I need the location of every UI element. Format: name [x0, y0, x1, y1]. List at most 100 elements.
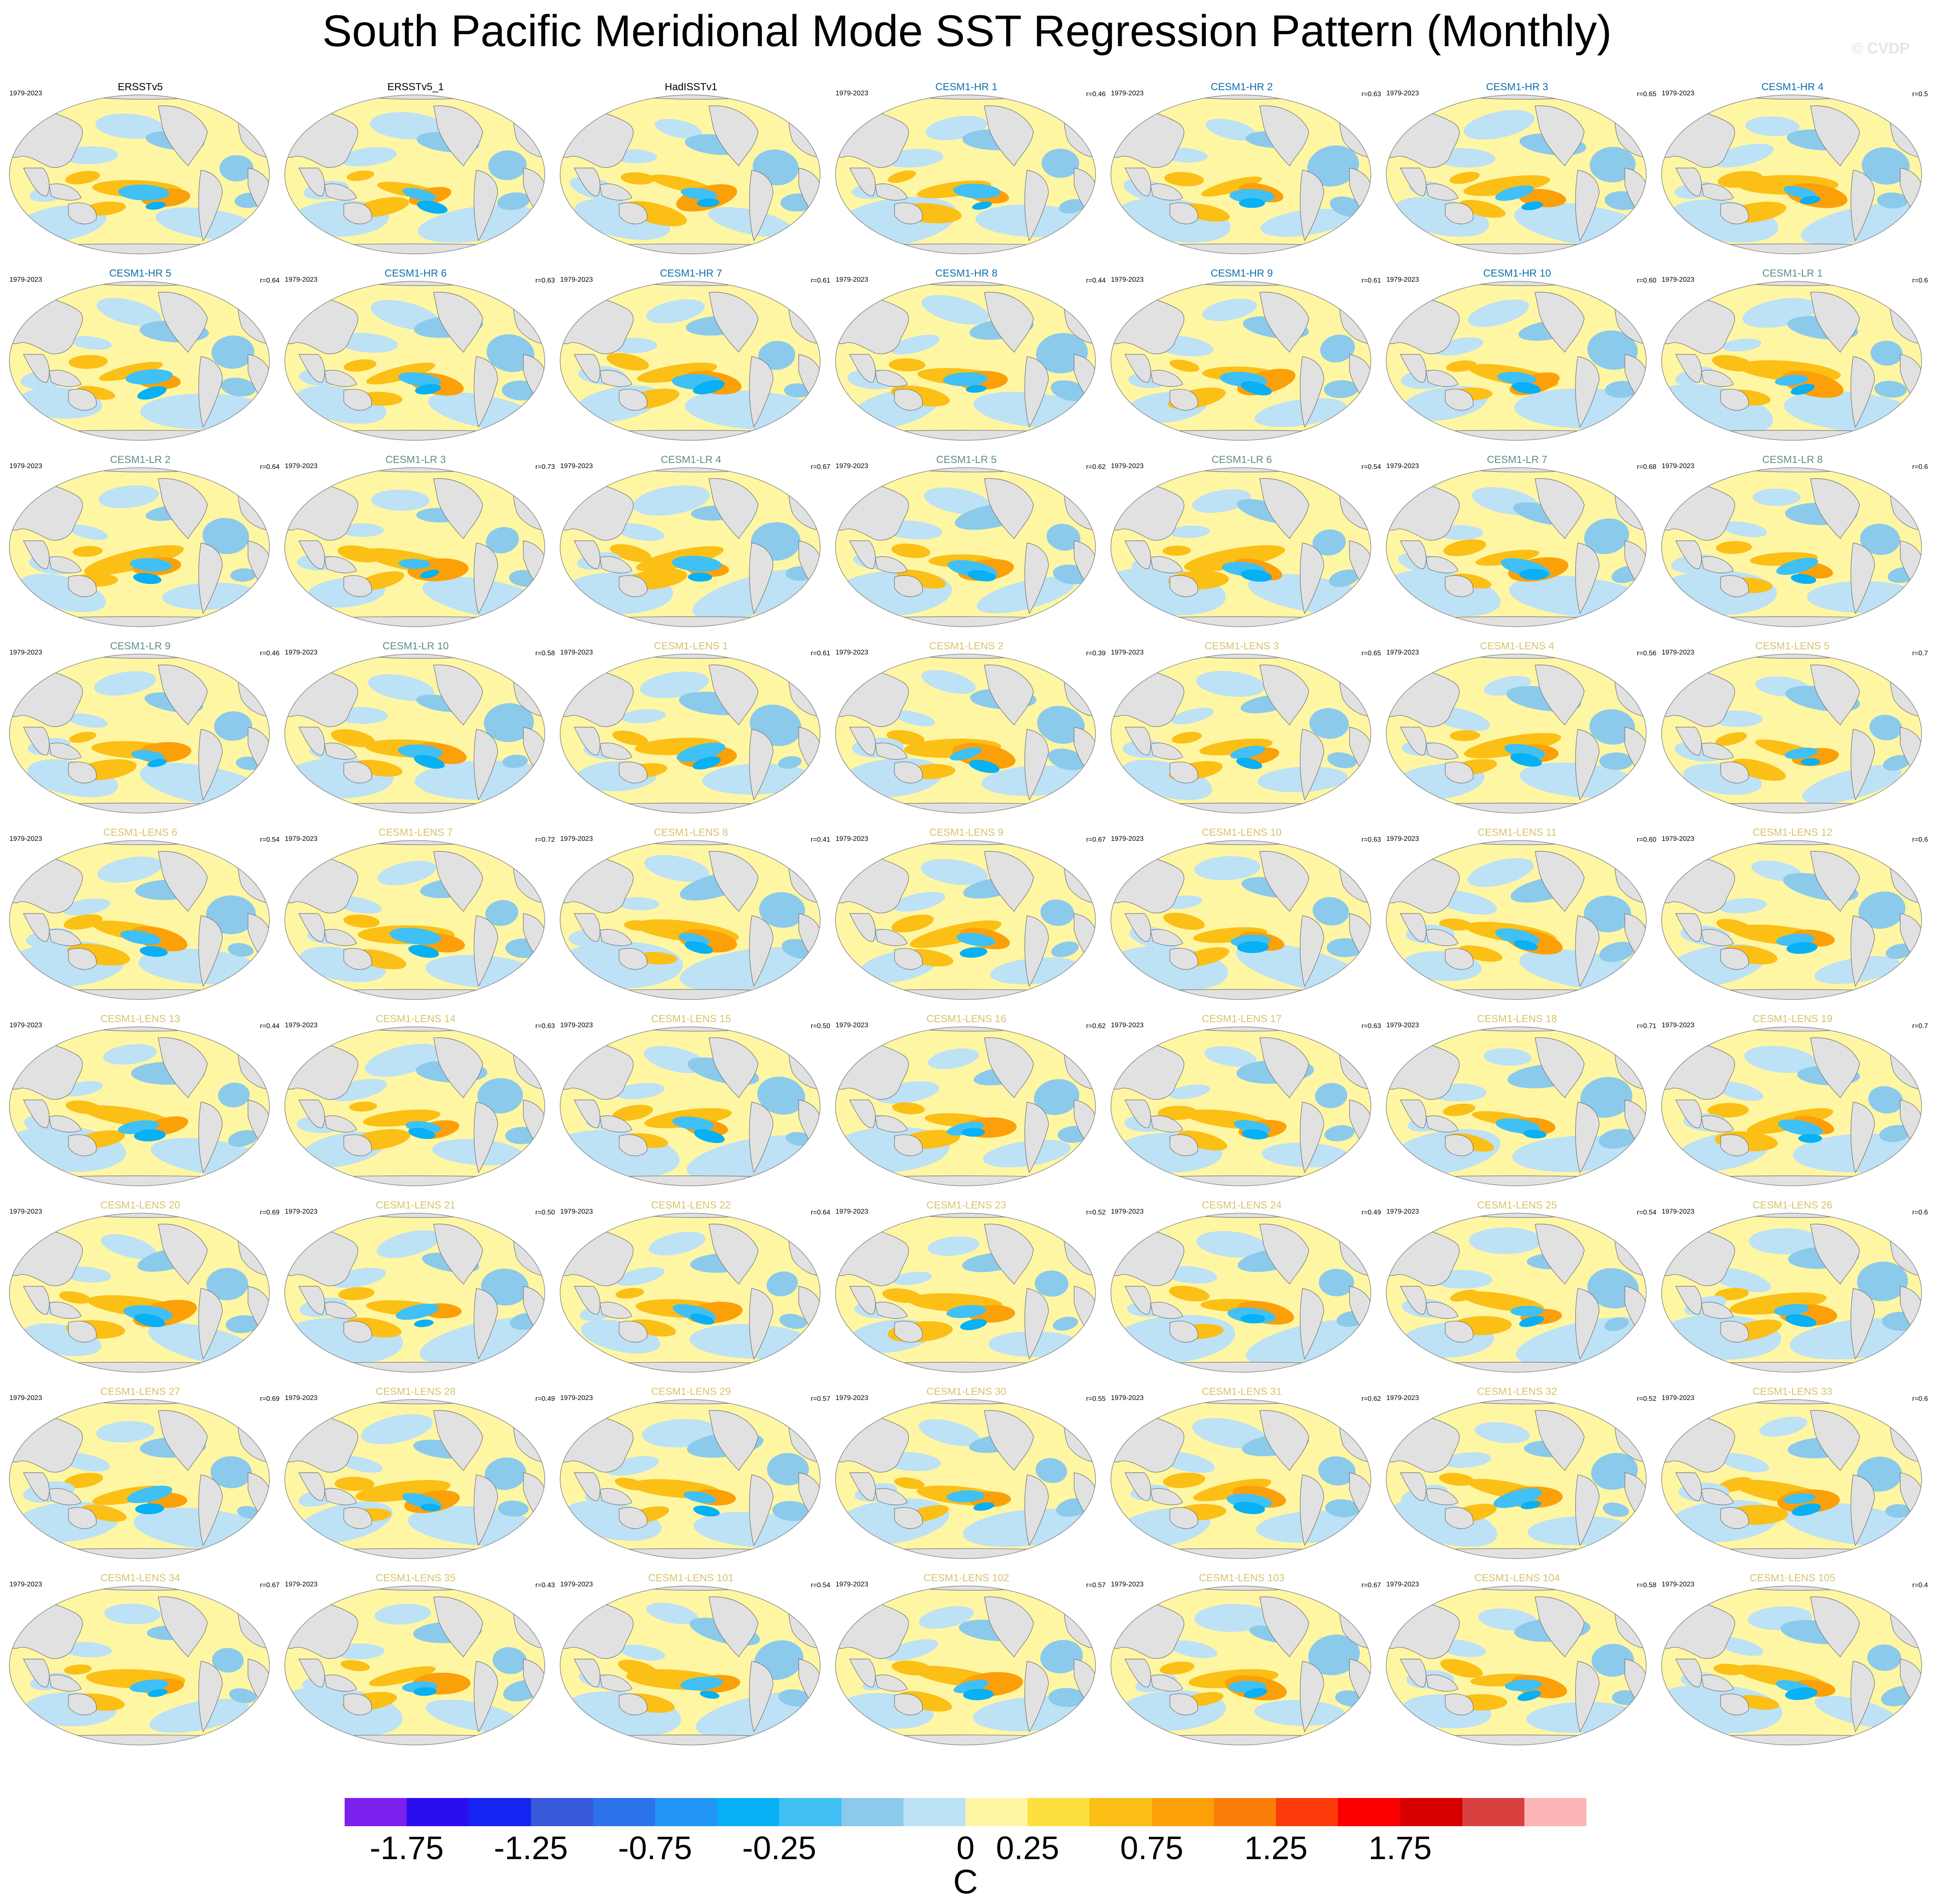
panel-years: 1979-2023 [1111, 276, 1144, 283]
anomaly-region [134, 1314, 165, 1327]
land-mass [749, 915, 774, 987]
land-mass [68, 1320, 97, 1343]
land-mass [1810, 664, 1860, 726]
panel-title: CESM1-LR 4 [661, 454, 721, 466]
land-mass [1810, 105, 1860, 167]
colorbar-segment [1400, 1798, 1463, 1826]
land-mass [619, 761, 647, 784]
land-mass [1125, 1659, 1151, 1687]
land-mass [619, 1507, 647, 1529]
land-mass [749, 170, 774, 242]
land-mass [984, 478, 1034, 539]
land-mass [1724, 468, 1866, 472]
panel-years: 1979-2023 [836, 1208, 868, 1215]
land-mass [849, 1472, 876, 1501]
land-mass [709, 478, 759, 539]
map-plot [1661, 1586, 1922, 1745]
anomaly-region [1240, 569, 1272, 582]
anomaly-region [1774, 1304, 1809, 1316]
land-mass [72, 840, 214, 845]
panel-title: CESM1-LENS 4 [1480, 640, 1554, 652]
map-plot [9, 94, 270, 254]
land-mass [1125, 354, 1151, 383]
map-plot [1386, 94, 1647, 254]
land-mass [324, 556, 357, 573]
anomaly-region [68, 355, 108, 369]
land-mass [433, 478, 483, 539]
map-panel: CESM1-LENS 10 1979-2023 r=0.63 [1105, 826, 1381, 1010]
pattern-correlation: r=0.49 [1361, 1209, 1381, 1216]
colorbar-segment [779, 1798, 842, 1826]
land-mass [1426, 556, 1459, 573]
anomaly-region [1868, 1086, 1903, 1114]
land-mass [709, 664, 759, 726]
land-mass [1575, 729, 1600, 801]
anomaly-region [1184, 545, 1285, 572]
land-mass [1426, 1115, 1459, 1132]
map-panel: CESM1-LR 6 1979-2023 r=0.54 [1105, 453, 1381, 637]
panel-years: 1979-2023 [560, 463, 593, 470]
map-boundary [1110, 1026, 1371, 1186]
anomaly-region [1785, 1314, 1817, 1327]
anomaly-region [1512, 382, 1541, 394]
pattern-correlation: r=0.54 [811, 1582, 830, 1589]
anomaly-region [94, 671, 156, 696]
panel-title: CESM1-LENS 1 [654, 640, 728, 652]
land-mass [1720, 1134, 1749, 1156]
anomaly-region [1521, 201, 1543, 210]
anomaly-region [72, 546, 103, 557]
land-mass [1426, 183, 1459, 200]
map-boundary [284, 1399, 545, 1559]
pattern-correlation: r=0.61 [811, 277, 830, 284]
panel-years: 1979-2023 [1386, 276, 1419, 283]
land-mass [599, 743, 632, 760]
land-mass [894, 1134, 923, 1156]
anomaly-region [103, 1044, 157, 1065]
anomaly-region [894, 1477, 925, 1489]
colorbar-segment [531, 1798, 593, 1826]
land-mass [1810, 1223, 1860, 1285]
panel-title: CESM1-LENS 101 [648, 1572, 734, 1584]
land-mass [348, 95, 490, 100]
land-mass [473, 542, 498, 614]
panel-title: CESM1-LENS 15 [651, 1013, 731, 1025]
anomaly-region [59, 1291, 91, 1304]
land-mass [324, 743, 357, 760]
anomaly-region [498, 1500, 529, 1517]
land-mass [68, 389, 97, 411]
map-boundary [835, 840, 1096, 1000]
land-mass [343, 575, 372, 597]
map-boundary [835, 467, 1096, 627]
land-mass [473, 170, 498, 242]
land-mass [1259, 1037, 1309, 1099]
land-mass [348, 1400, 490, 1404]
anomaly-region [65, 171, 100, 185]
land-mass [984, 664, 1034, 726]
map-plot [1661, 94, 1922, 254]
map-panel: CESM1-LENS 22 1979-2023 r=0.64 [554, 1199, 830, 1382]
map-plot [560, 281, 821, 441]
land-mass [1259, 1596, 1309, 1658]
anomaly-region [1510, 753, 1542, 767]
panel-title: CESM1-LENS 19 [1752, 1013, 1833, 1025]
map-boundary [835, 281, 1096, 441]
map-plot [1661, 654, 1922, 813]
panel-title: CESM1-LENS 23 [926, 1200, 1007, 1211]
land-mass [1024, 170, 1049, 242]
land-mass [1150, 1115, 1183, 1132]
map-panel: CESM1-LR 1 1979-2023 r=0.6 [1656, 267, 1929, 451]
pattern-correlation: r=0.67 [1361, 1582, 1381, 1589]
anomaly-region [1786, 942, 1818, 954]
panel-title: CESM1-LENS 14 [375, 1013, 456, 1025]
land-mass [1535, 292, 1585, 353]
pattern-correlation: r=0.69 [260, 1209, 280, 1216]
anomaly-region [1886, 943, 1913, 959]
land-mass [433, 1410, 483, 1471]
land-mass [894, 948, 923, 970]
anomaly-region [340, 523, 384, 537]
map-boundary [284, 1586, 545, 1745]
map-boundary [835, 1026, 1096, 1186]
anomaly-region [1040, 1640, 1083, 1674]
anomaly-region [1879, 1125, 1911, 1142]
anomaly-region [97, 856, 162, 883]
